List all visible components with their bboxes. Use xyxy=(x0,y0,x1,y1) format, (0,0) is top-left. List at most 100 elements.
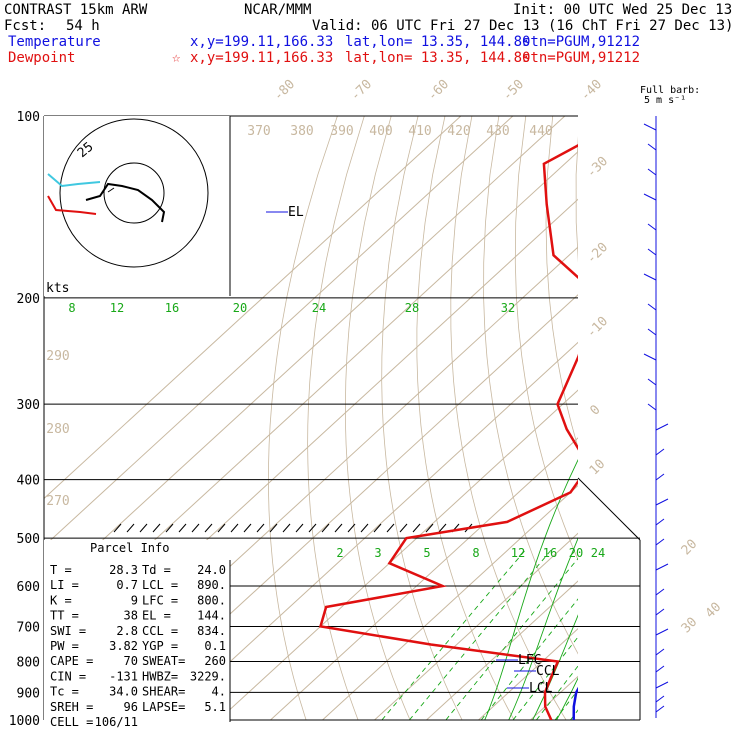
forecast-label: Fcst: xyxy=(4,18,47,34)
mixing-ratio-line xyxy=(445,557,578,720)
temperature-line xyxy=(572,686,578,720)
temperature-legend: Temperature xyxy=(8,34,101,50)
hodograph-mid-trace xyxy=(85,182,166,223)
theta-label: 290 xyxy=(46,349,69,364)
parcel-value: 24.0 xyxy=(197,563,226,577)
sounding-profiles xyxy=(318,143,578,720)
parcel-info-box: Parcel Info T = 28.3 Td = 24.0 LI = 0.7 LCL = 89… xyxy=(44,540,231,729)
hatch-mark xyxy=(256,523,265,533)
parcel-value: 144. xyxy=(197,609,226,623)
hodograph-background xyxy=(44,116,230,296)
hodograph-ring-inner xyxy=(103,162,165,224)
mixing-ratio-label: 2 xyxy=(336,546,343,560)
level-label-ccl: CCL xyxy=(536,664,560,679)
valid-time: Valid: 06 UTC Fri 27 Dec 13 (16 ChT Fri … xyxy=(312,18,734,34)
parcel-label: YGP = xyxy=(142,639,178,653)
init-time: Init: 00 UTC Wed 25 Dec 13 xyxy=(513,2,733,18)
hatch-mark xyxy=(282,523,291,533)
wind-barb xyxy=(655,628,669,636)
level-label-lfc: LFC xyxy=(518,653,541,668)
dewpoint-legend: Dewpoint xyxy=(8,50,76,66)
hodograph-origin xyxy=(107,187,115,193)
wind-barb xyxy=(655,608,665,616)
dry-adiabat-line xyxy=(307,116,365,720)
isotherm-line xyxy=(426,580,578,720)
parcel-value: 890. xyxy=(197,578,226,592)
mixing-ratio-label: 5 xyxy=(423,546,430,560)
isotherm-label: -30 xyxy=(584,154,611,181)
isotherm-line xyxy=(218,389,578,720)
theta-label: 430 xyxy=(486,124,509,139)
dry-adiabat-line xyxy=(514,116,578,561)
wind-barb xyxy=(647,303,657,311)
parcel-label: HWBZ= xyxy=(142,669,178,683)
parcel-value: 4. xyxy=(212,685,226,699)
parcel-label: CCL = xyxy=(142,624,178,638)
level-label-el: EL xyxy=(288,205,304,220)
hatch-mark xyxy=(152,523,161,533)
isotherm-line xyxy=(44,116,514,547)
parcel-value: 9 xyxy=(131,593,138,607)
parcel-value: 0.1 xyxy=(204,639,226,653)
isotherm-line xyxy=(583,116,740,720)
isotherm-label: -20 xyxy=(584,240,611,267)
parcel-label: LAPSE= xyxy=(142,700,185,714)
hodograph-ring-outer xyxy=(59,118,209,268)
hatch-mark xyxy=(113,523,122,533)
parcel-value: 3229. xyxy=(190,669,226,683)
theta-label: 380 xyxy=(290,124,313,139)
dewpoint-station: stn=PGUM,91212 xyxy=(522,50,641,66)
parcel-value: 38 xyxy=(124,609,138,623)
hatch-mark xyxy=(360,523,369,533)
parcel-value: 70 xyxy=(124,654,138,668)
wind-barb xyxy=(655,538,665,546)
theta-e-label: 20 xyxy=(233,301,247,315)
dry-adiabat-line xyxy=(545,116,578,449)
temperature-xy: x,y=199.11,166.33 xyxy=(190,34,334,50)
hatch-mark xyxy=(191,523,200,533)
parcel-label: T = xyxy=(50,563,72,577)
wind-barb xyxy=(647,403,657,411)
wind-barb xyxy=(643,193,657,201)
parcel-label: LFC = xyxy=(142,593,178,607)
dewpoint-xy: x,y=199.11,166.33 xyxy=(190,50,334,66)
isotherm-line xyxy=(166,341,578,720)
parcel-value: 260 xyxy=(204,654,226,668)
theta-e-label: 28 xyxy=(405,301,419,315)
parcel-value: 106/11 xyxy=(95,715,138,729)
hatch-mark xyxy=(412,523,421,533)
theta-e-label: 16 xyxy=(165,301,179,315)
pressure-tick-label: 600 xyxy=(17,580,40,595)
parcel-box-background xyxy=(44,540,230,722)
theta-e-label: 24 xyxy=(312,301,326,315)
parcel-value: -131 xyxy=(109,669,138,683)
mixing-ratio-label: 8 xyxy=(472,546,479,560)
dry-adiabat-line xyxy=(267,116,338,720)
theta-e-label: 12 xyxy=(110,301,124,315)
wind-barb xyxy=(643,123,657,131)
hatch-mark xyxy=(399,523,408,533)
wind-barb xyxy=(647,223,657,231)
wind-barb xyxy=(647,143,657,151)
parcel-title: Parcel Info xyxy=(90,541,169,555)
parcel-label: SREH = xyxy=(50,700,93,714)
wind-barb xyxy=(655,448,665,456)
mixing-ratio-line xyxy=(536,665,578,720)
hatch-mark xyxy=(438,523,447,533)
parcel-value: 834. xyxy=(197,624,226,638)
mixing-ratio-label: 16 xyxy=(543,546,557,560)
wind-barb xyxy=(655,648,665,656)
dry-adiabat-line xyxy=(714,116,740,720)
isotherm-label: 40 xyxy=(703,600,725,622)
parcel-label: Td = xyxy=(142,563,171,577)
moist-adiabat-line xyxy=(556,677,578,720)
isotherm-label: -70 xyxy=(348,77,375,104)
parcel-value: 28.3 xyxy=(109,563,138,577)
parcel-label: SWEAT= xyxy=(142,654,185,668)
wind-barb xyxy=(643,353,657,361)
wind-barb xyxy=(655,695,665,703)
dewpoint-star-icon: ☆ xyxy=(172,50,181,66)
wind-barb xyxy=(643,273,657,281)
hatch-mark xyxy=(204,523,213,533)
